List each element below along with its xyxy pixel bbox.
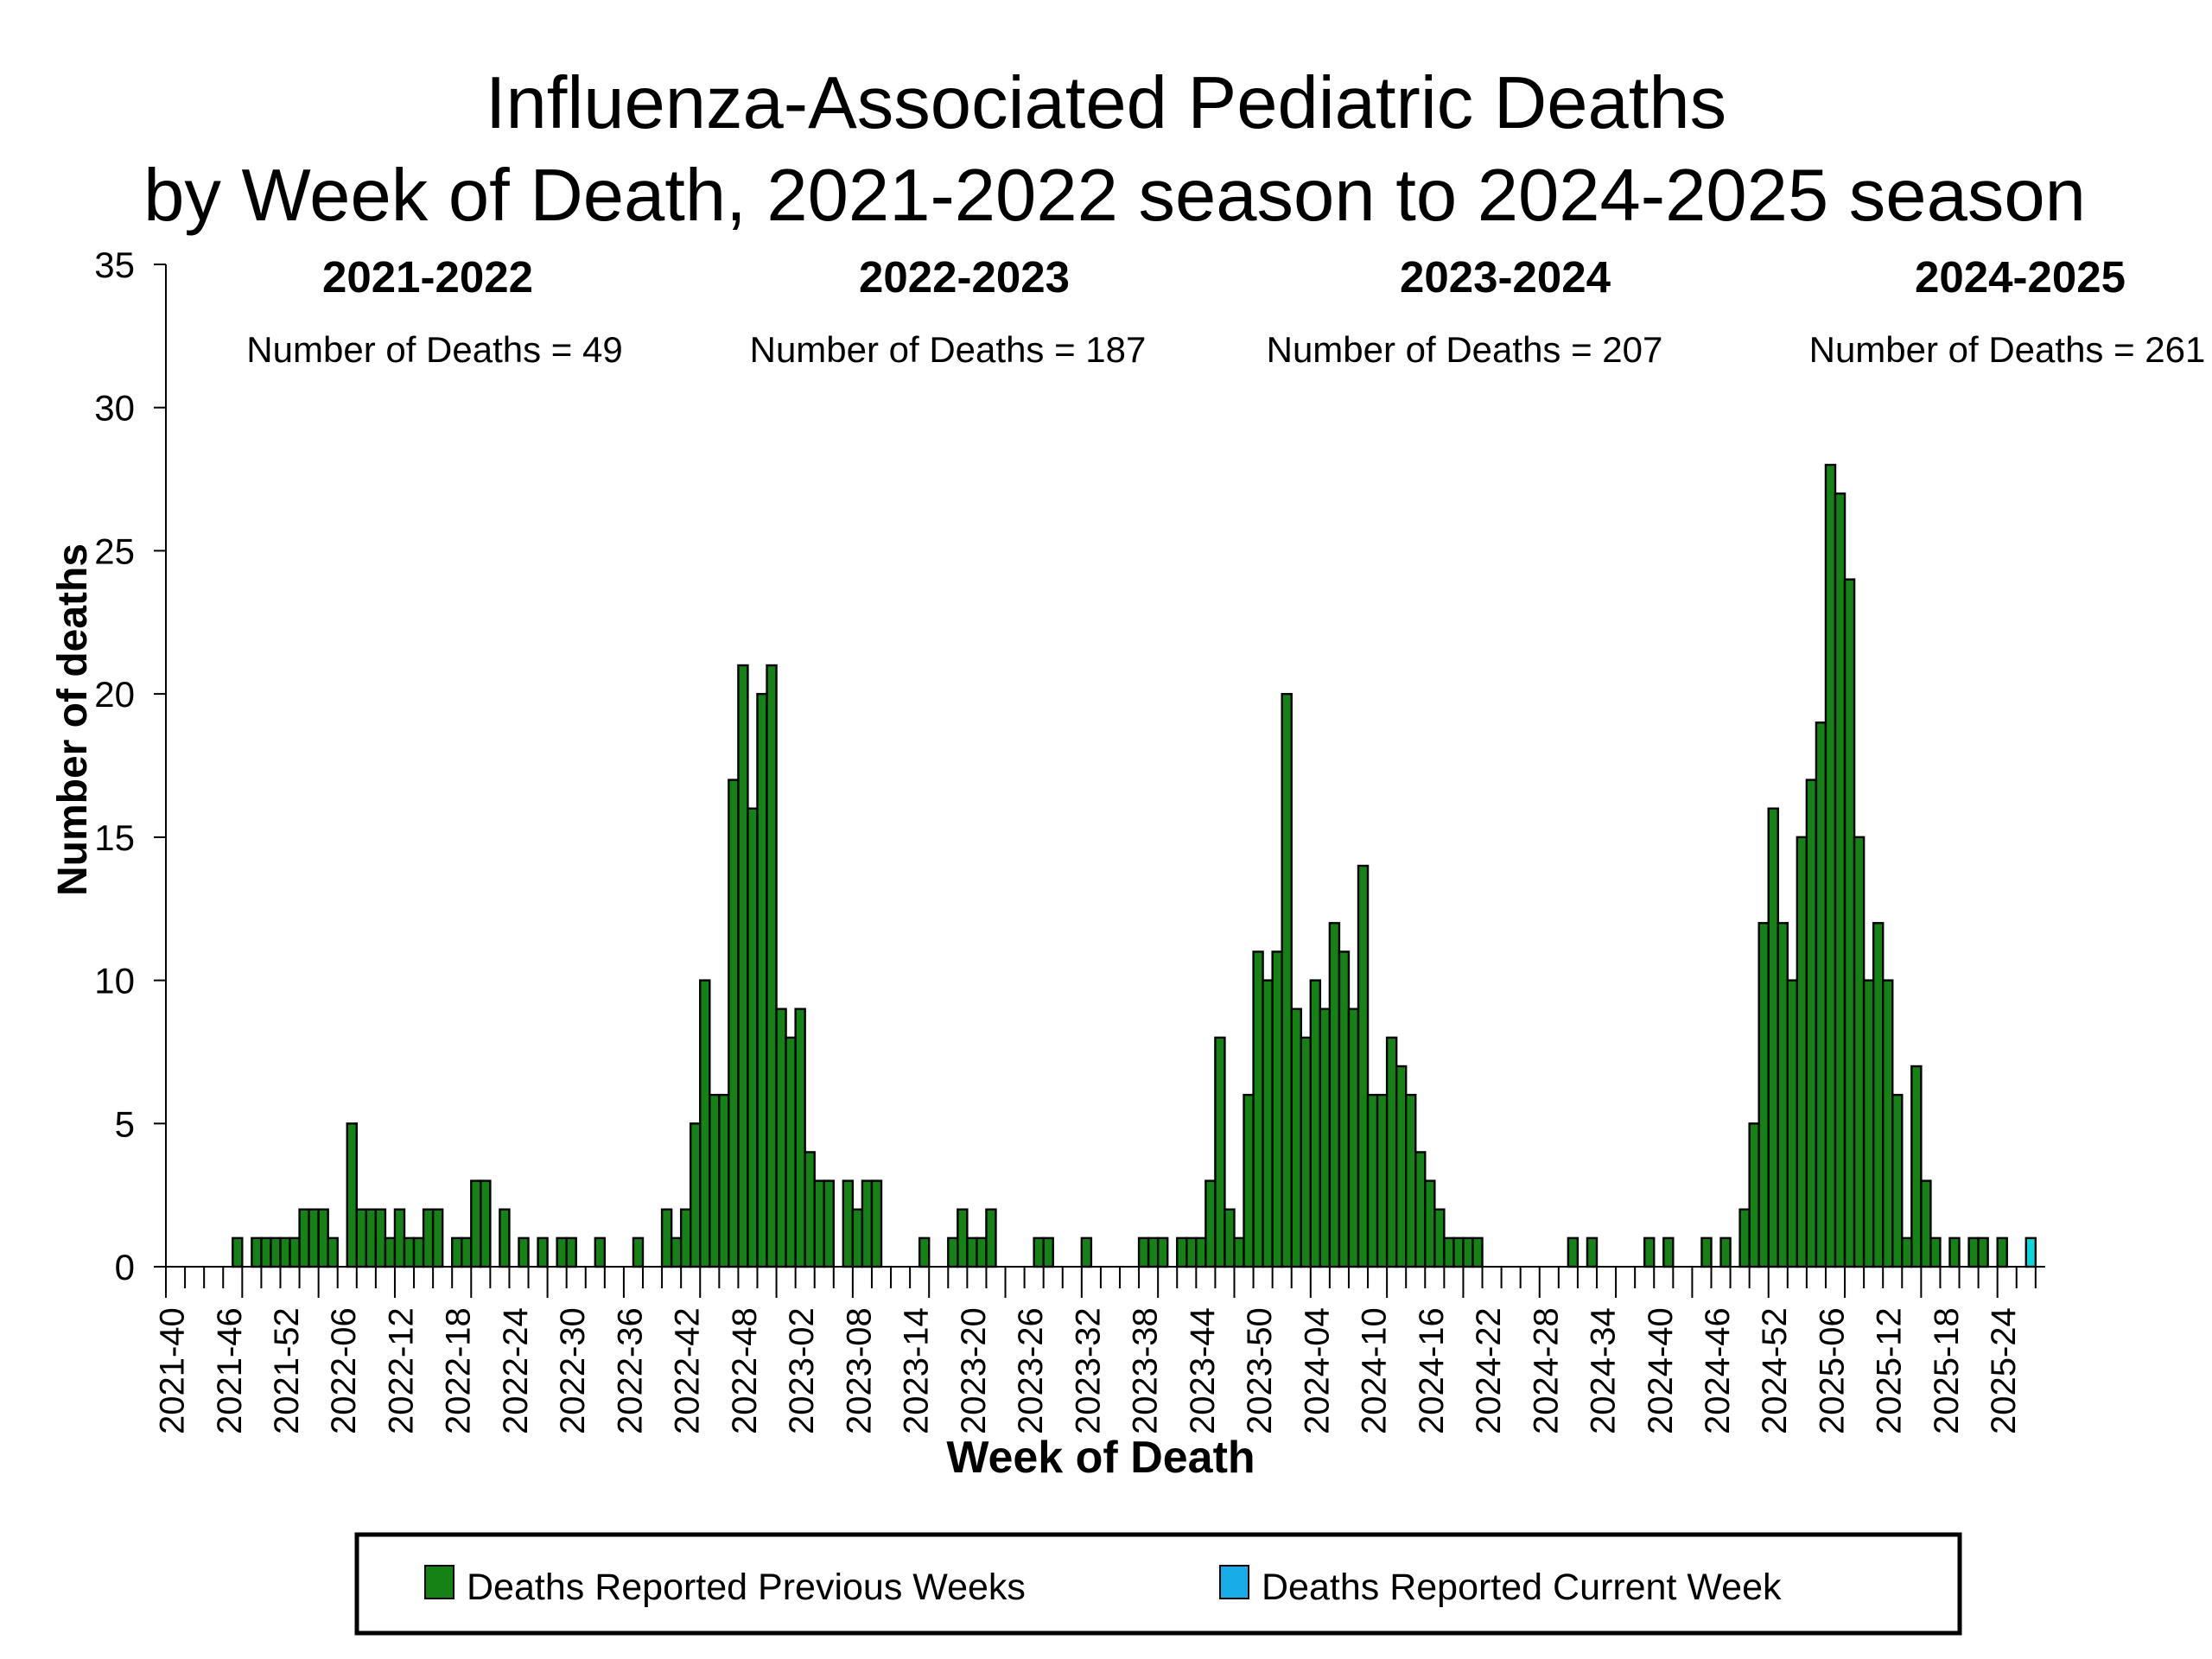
svg-text:2023-14: 2023-14 [898, 1307, 936, 1434]
svg-text:2023-32: 2023-32 [1069, 1307, 1107, 1434]
svg-text:2024-34: 2024-34 [1585, 1307, 1623, 1434]
svg-text:2023-26: 2023-26 [1012, 1307, 1050, 1434]
svg-text:Week of Death: Week of Death [946, 1433, 1255, 1483]
svg-text:0: 0 [115, 1247, 135, 1287]
svg-text:by Week of Death, 2021-2022 se: by Week of Death, 2021-2022 season to 20… [143, 155, 2086, 237]
svg-text:2023-20: 2023-20 [955, 1307, 993, 1434]
svg-text:2024-46: 2024-46 [1699, 1307, 1737, 1434]
svg-text:Number of Deaths = 49: Number of Deaths = 49 [246, 329, 622, 370]
svg-text:30: 30 [94, 388, 135, 429]
svg-text:2022-24: 2022-24 [497, 1307, 535, 1434]
svg-text:20: 20 [94, 674, 135, 715]
svg-text:2025-18: 2025-18 [1928, 1307, 1966, 1434]
svg-text:2024-10: 2024-10 [1356, 1307, 1394, 1434]
svg-text:2022-18: 2022-18 [440, 1307, 478, 1434]
svg-text:25: 25 [94, 531, 135, 571]
svg-text:2023-38: 2023-38 [1127, 1307, 1165, 1434]
svg-text:2024-52: 2024-52 [1756, 1307, 1794, 1434]
svg-text:2023-02: 2023-02 [783, 1307, 821, 1434]
svg-text:2022-42: 2022-42 [669, 1307, 707, 1434]
svg-text:2024-04: 2024-04 [1298, 1307, 1336, 1434]
svg-text:2024-28: 2024-28 [1527, 1307, 1565, 1434]
svg-text:2021-2022: 2021-2022 [322, 252, 533, 302]
svg-text:2024-40: 2024-40 [1642, 1307, 1680, 1434]
svg-text:2022-12: 2022-12 [383, 1307, 421, 1434]
svg-text:10: 10 [94, 961, 135, 1001]
svg-text:2024-16: 2024-16 [1413, 1307, 1451, 1434]
svg-text:2023-08: 2023-08 [840, 1307, 878, 1434]
svg-text:2024-2025: 2024-2025 [1915, 252, 2126, 302]
svg-text:2023-44: 2023-44 [1184, 1307, 1222, 1434]
svg-text:35: 35 [94, 245, 135, 285]
svg-text:2022-06: 2022-06 [325, 1307, 363, 1434]
svg-text:Number of Deaths = 187: Number of Deaths = 187 [750, 329, 1147, 370]
svg-text:Number of Deaths = 261: Number of Deaths = 261 [1809, 329, 2206, 370]
svg-text:Deaths Reported Previous Weeks: Deaths Reported Previous Weeks [467, 1567, 1026, 1608]
svg-text:2023-2024: 2023-2024 [1400, 252, 1611, 302]
svg-text:5: 5 [115, 1103, 135, 1144]
svg-text:2023-50: 2023-50 [1241, 1307, 1279, 1434]
svg-text:Number of deaths: Number of deaths [50, 543, 96, 896]
svg-text:2022-30: 2022-30 [554, 1307, 592, 1434]
svg-text:2021-46: 2021-46 [211, 1307, 249, 1434]
svg-text:2022-48: 2022-48 [726, 1307, 764, 1434]
svg-text:15: 15 [94, 817, 135, 858]
svg-text:2024-22: 2024-22 [1470, 1307, 1508, 1434]
svg-text:2021-40: 2021-40 [154, 1307, 192, 1434]
svg-text:Influenza-Associated Pediatric: Influenza-Associated Pediatric Deaths [486, 62, 1726, 144]
svg-text:Deaths Reported Current Week: Deaths Reported Current Week [1262, 1567, 1782, 1608]
svg-text:2025-24: 2025-24 [1985, 1307, 2023, 1434]
svg-text:Number of Deaths = 207: Number of Deaths = 207 [1267, 329, 1663, 370]
svg-text:2022-2023: 2022-2023 [859, 252, 1070, 302]
svg-text:2025-06: 2025-06 [1814, 1307, 1852, 1434]
svg-text:2021-52: 2021-52 [268, 1307, 306, 1434]
svg-text:2025-12: 2025-12 [1871, 1307, 1909, 1434]
svg-text:2022-36: 2022-36 [611, 1307, 649, 1434]
